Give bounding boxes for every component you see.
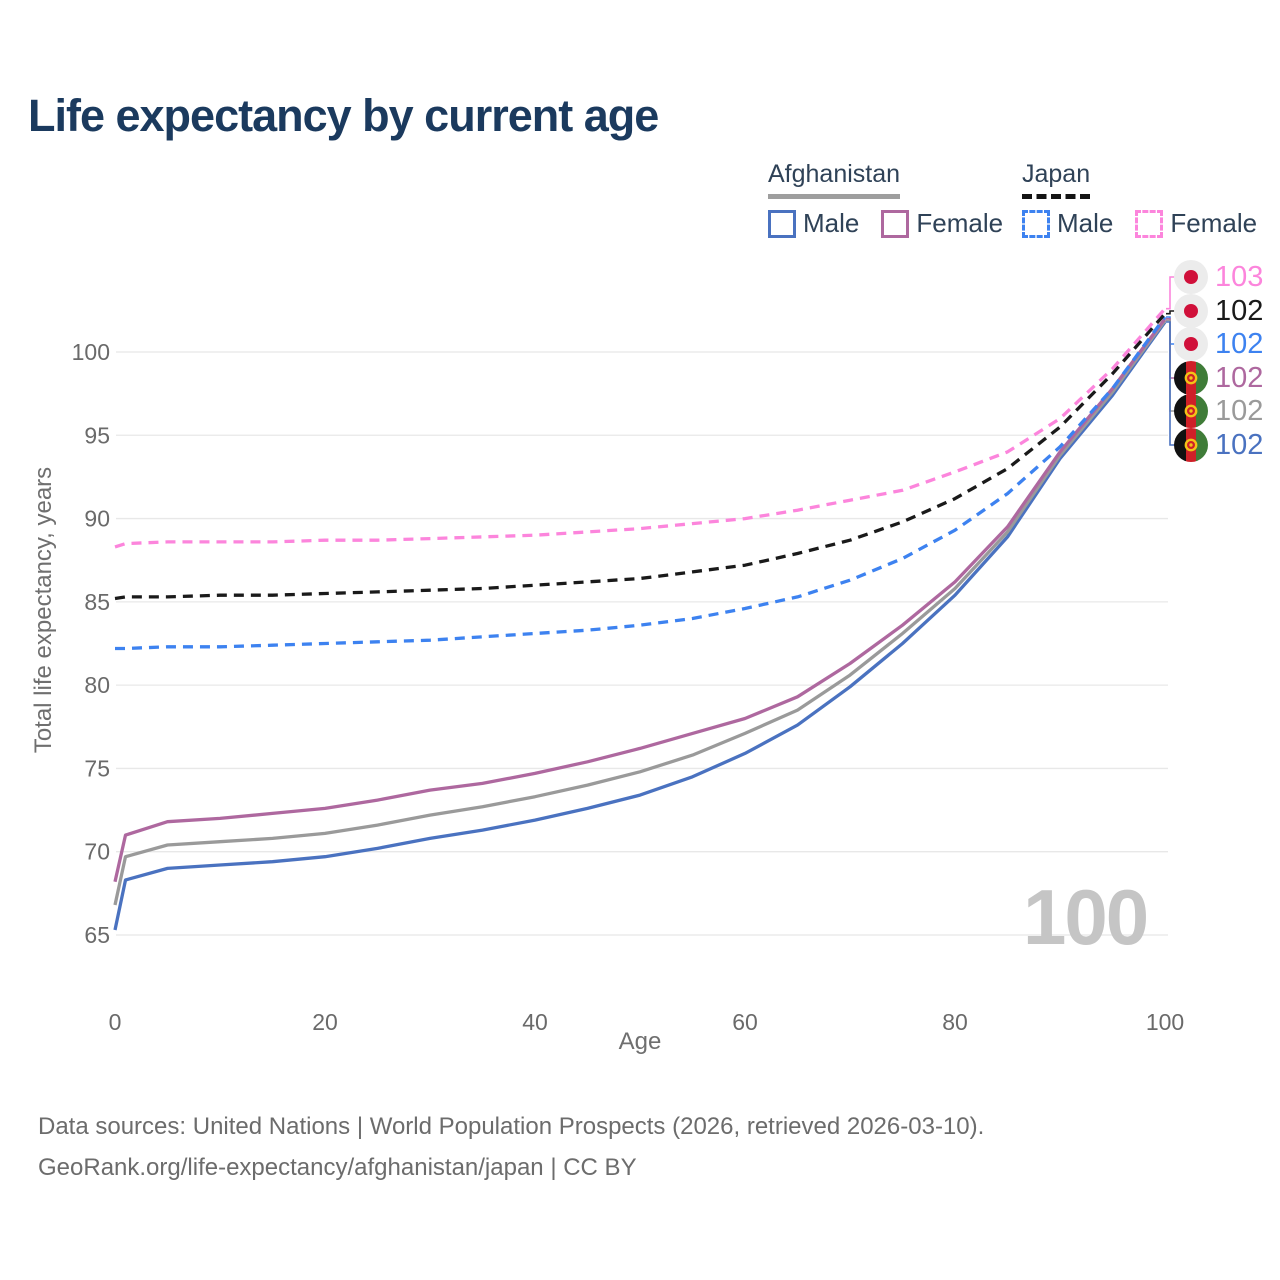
legend-item-japan-male[interactable]: Male [1022, 208, 1113, 239]
end-value-afghanistan-female: 102 [1215, 361, 1264, 394]
legend-country-japan[interactable]: Japan [1022, 160, 1091, 199]
end-value-japan-total: 102 [1215, 294, 1264, 327]
legend-items-japan: Male Female [1022, 208, 1257, 239]
leader-line-japan [1166, 310, 1175, 315]
afghanistan-male-swatch-icon [768, 209, 796, 238]
x-tick-20: 20 [312, 1009, 338, 1035]
japan-male-swatch-icon [1022, 209, 1050, 238]
afghanistan-flag-icon [1174, 361, 1208, 395]
x-tick-60: 60 [732, 1009, 758, 1035]
series-line-japan-male[interactable] [115, 316, 1167, 651]
end-label-afghanistan-female: 102 [1174, 361, 1263, 395]
x-tick-80: 80 [942, 1009, 968, 1035]
footer-data-sources: Data sources: United Nations | World Pop… [38, 1113, 985, 1140]
y-tick-70: 70 [84, 839, 110, 865]
end-label-afghanistan-male: 102 [1174, 428, 1263, 462]
series-line-afghanistan-male[interactable] [113, 321, 1167, 931]
legend-group-japan: Japan Male Female [1022, 160, 1257, 239]
legend-items-afghanistan: Male Female [768, 208, 1003, 239]
end-value-japan-female: 103 [1215, 260, 1264, 293]
legend-group-afghanistan: Afghanistan Male Female [768, 160, 1003, 239]
footer: Data sources: United Nations | World Pop… [38, 1106, 984, 1188]
x-tick-100: 100 [1146, 1009, 1184, 1035]
afghanistan-flag-icon [1174, 428, 1208, 462]
japan-flag-icon [1174, 327, 1208, 361]
y-tick-95: 95 [84, 422, 110, 448]
y-tick-85: 85 [84, 589, 110, 615]
page-title: Life expectancy by current age [28, 90, 659, 141]
legend-label-japan-male: Male [1057, 208, 1114, 238]
afghanistan-flag-icon [1174, 394, 1208, 428]
x-tick-40: 40 [522, 1009, 548, 1035]
japan-flag-icon [1174, 260, 1208, 294]
legend-item-japan-female[interactable]: Female [1135, 208, 1257, 239]
end-label-japan-male: 102 [1174, 327, 1263, 361]
end-value-japan-male: 102 [1215, 327, 1264, 360]
x-tick-0: 0 [109, 1009, 122, 1035]
japan-flag-icon [1174, 294, 1208, 328]
series-line-afghanistan-female[interactable] [113, 317, 1167, 883]
y-tick-80: 80 [84, 672, 110, 698]
end-value-afghanistan-male: 102 [1215, 428, 1264, 461]
end-label-japan-female: 103 [1174, 260, 1263, 294]
legend-label-afghanistan-female: Female [916, 208, 1004, 238]
end-label-afghanistan-total: 102 [1174, 394, 1263, 428]
leader-line-japan-female [1166, 276, 1175, 310]
series-line-afghanistan[interactable] [113, 319, 1167, 906]
japan-female-swatch-icon [1135, 209, 1164, 238]
y-tick-100: 100 [72, 339, 110, 365]
y-tick-65: 65 [84, 922, 110, 948]
x-axis-title: Age [618, 1028, 662, 1055]
series-line-japan[interactable] [114, 312, 1167, 601]
end-value-afghanistan-total: 102 [1215, 394, 1264, 427]
y-tick-90: 90 [84, 506, 110, 532]
y-axis-title: Total life expectancy, years [30, 466, 57, 754]
y-tick-75: 75 [84, 755, 110, 781]
end-label-japan-total: 102 [1174, 294, 1263, 328]
leader-line-afghanistan-male [1166, 321, 1175, 446]
legend-label-japan-female: Female [1170, 208, 1258, 238]
legend-item-afghanistan-male[interactable]: Male [768, 208, 859, 239]
footer-attribution: GeoRank.org/life-expectancy/afghanistan/… [38, 1154, 637, 1181]
legend-country-afghanistan[interactable]: Afghanistan [768, 160, 901, 199]
age-counter-watermark: 100 [1023, 873, 1149, 961]
series-line-japan-female[interactable] [114, 307, 1167, 549]
legend-label-afghanistan-male: Male [803, 208, 860, 238]
legend-item-afghanistan-female[interactable]: Female [881, 208, 1003, 239]
afghanistan-female-swatch-icon [881, 209, 910, 238]
